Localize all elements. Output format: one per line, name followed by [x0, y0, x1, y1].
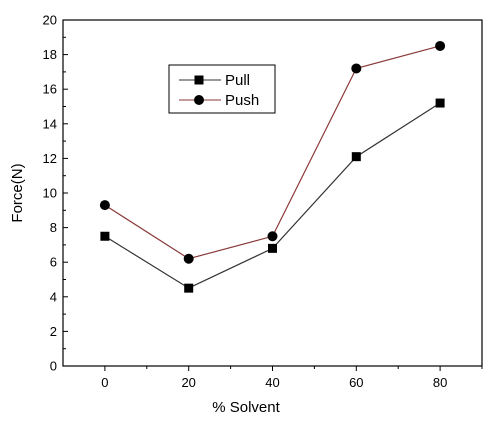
y-tick-label: 10	[43, 186, 57, 201]
y-axis-label: Force(N)	[9, 163, 26, 222]
legend-label-pull: Pull	[225, 72, 250, 89]
y-tick-label: 8	[50, 220, 57, 235]
data-point-push	[351, 63, 362, 74]
y-tick-label: 6	[50, 255, 57, 270]
x-tick-label: 80	[433, 375, 447, 390]
x-tick-label: 60	[349, 375, 363, 390]
x-tick-label: 40	[265, 375, 279, 390]
y-tick-label: 0	[50, 359, 57, 374]
x-tick-label: 20	[181, 375, 195, 390]
data-point-pull	[435, 98, 445, 108]
legend: Pull Push	[168, 64, 276, 114]
data-point-pull	[268, 243, 277, 253]
data-point-pull	[351, 152, 361, 162]
x-axis-label: % Solvent	[212, 399, 280, 416]
y-tick-label: 20	[43, 13, 57, 28]
data-point-push	[435, 40, 446, 51]
legend-marker-pull	[194, 75, 204, 85]
legend-box	[168, 64, 276, 114]
y-tick-label: 12	[43, 151, 57, 166]
series-line-pull	[104, 102, 441, 289]
y-tick-label: 2	[50, 324, 57, 339]
x-tick-label: 0	[101, 375, 108, 390]
data-point-push	[99, 200, 110, 211]
legend-label-push: Push	[225, 92, 259, 109]
series-layer	[99, 40, 446, 293]
y-tick-label: 14	[43, 116, 57, 131]
data-point-push	[183, 253, 194, 264]
y-tick-label: 4	[50, 289, 57, 304]
y-tick-label: 16	[43, 82, 57, 97]
y-axis: 0 2 4 6 8 10 12 14 16 18 20	[43, 13, 68, 374]
y-tick-label: 18	[43, 47, 57, 62]
data-point-pull	[100, 231, 110, 241]
data-point-pull	[184, 283, 194, 293]
x-axis: 0 20 40 60 80	[101, 366, 483, 390]
legend-marker-push	[194, 95, 204, 105]
data-point-push	[267, 231, 278, 242]
